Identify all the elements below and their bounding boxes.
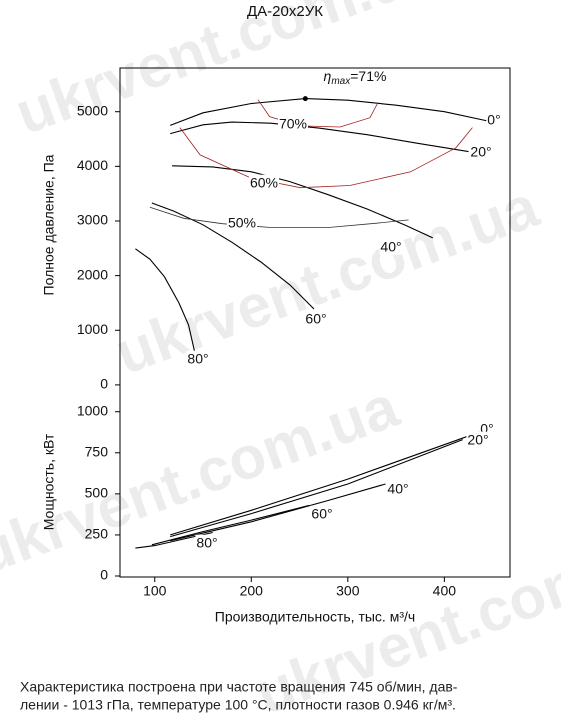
label-background — [195, 534, 219, 551]
label-background — [379, 238, 403, 255]
caption: лении - 1013 гПа, температуре 100 °С, пл… — [20, 697, 456, 713]
chart-title: ДА-20х2УК — [247, 3, 323, 20]
y-tick-label: 2000 — [77, 266, 108, 282]
label-background — [310, 505, 334, 522]
label-background — [469, 143, 493, 160]
eta-max-point — [302, 96, 308, 102]
y-tick-label: 0 — [100, 567, 108, 583]
label-background — [277, 115, 309, 132]
label-background — [248, 174, 280, 191]
y-tick-label: 5000 — [77, 102, 108, 118]
curve-label: 60° — [311, 506, 332, 522]
x-tick-label: 100 — [143, 583, 167, 599]
y-tick-label: 3000 — [77, 212, 108, 228]
caption: Характеристика построена при частоте вра… — [20, 679, 458, 695]
curve — [257, 99, 379, 128]
curve-label: 70% — [279, 116, 307, 132]
curve — [151, 202, 315, 310]
curve — [170, 439, 463, 538]
curve — [172, 165, 434, 239]
curve — [170, 429, 487, 536]
curve-label: 60% — [250, 175, 278, 191]
curve-label: 50% — [228, 215, 256, 231]
curve-label: 0° — [487, 112, 500, 128]
label-background — [186, 350, 210, 367]
curve-label: 20° — [470, 144, 491, 160]
annotation-text: =71% — [350, 68, 386, 84]
annotation-symbol: η — [324, 68, 332, 84]
curve — [149, 206, 409, 228]
watermark: ukrvent.com.ua — [107, 172, 547, 387]
curve — [170, 483, 386, 542]
y-tick-label: 250 — [85, 526, 109, 542]
curve — [135, 248, 196, 355]
y-tick-label: 1000 — [77, 321, 108, 337]
y-tick-label: 0 — [100, 376, 108, 392]
curve — [170, 98, 488, 126]
y-tick-label: 500 — [85, 485, 109, 501]
curve-label: 80° — [196, 535, 217, 551]
x-tick-label: 300 — [336, 583, 360, 599]
x-axis-label: Производительность, тыс. м³/ч — [215, 609, 415, 625]
curve — [151, 504, 310, 546]
curve-label: 40° — [387, 481, 408, 497]
y-tick-label: 1000 — [77, 402, 108, 418]
curve-label: 20° — [467, 432, 488, 448]
label-background — [226, 214, 258, 231]
label-background — [486, 111, 502, 128]
y-axis-label: Полное давление, Па — [41, 154, 57, 295]
plot-frame — [119, 67, 511, 578]
label-background — [304, 310, 328, 327]
curve — [179, 127, 473, 189]
y-tick-label: 750 — [85, 443, 109, 459]
label-background — [466, 431, 490, 448]
x-tick-label: 400 — [433, 583, 457, 599]
curve-label: 60° — [305, 311, 326, 327]
label-background — [386, 480, 410, 497]
x-tick-label: 200 — [240, 583, 264, 599]
y-tick-label: 4000 — [77, 157, 108, 173]
y-axis-label: Мощность, кВт — [41, 433, 57, 530]
curve-label: 80° — [187, 351, 208, 367]
annotation-subscript: max — [331, 76, 351, 87]
curve-label: 40° — [380, 239, 401, 255]
annotation: ηmax=71% — [324, 68, 387, 87]
